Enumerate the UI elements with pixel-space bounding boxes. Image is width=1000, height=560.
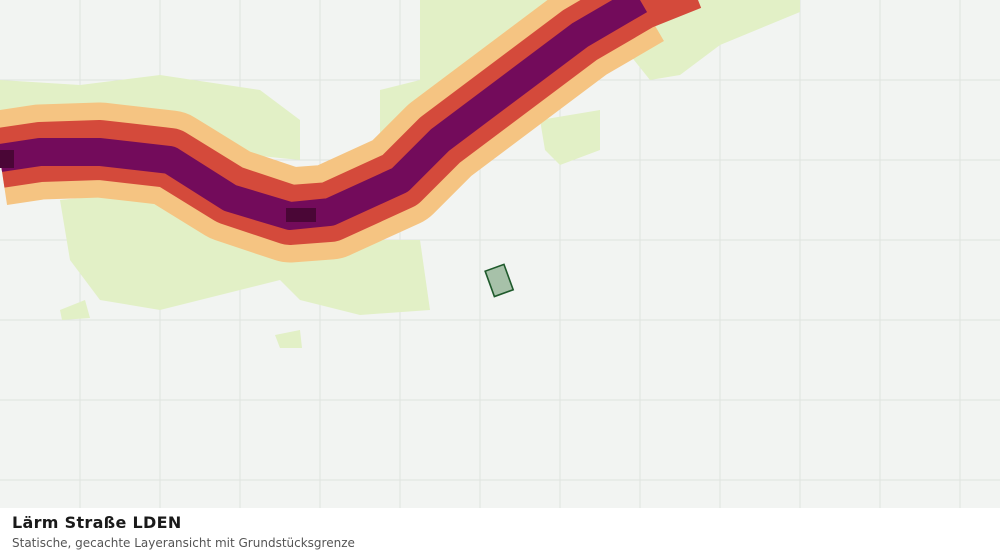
- noise-zone-max: [286, 208, 316, 222]
- parcel-boundary[interactable]: [484, 263, 515, 298]
- map-grid: [0, 0, 1000, 508]
- layer-title: Lärm Straße LDEN: [12, 513, 182, 532]
- noise-zone-max: [0, 150, 14, 168]
- noise-layer: [0, 0, 800, 348]
- layer-subtitle: Statische, gecachte Layeransicht mit Gru…: [12, 536, 355, 550]
- map: [0, 0, 1000, 508]
